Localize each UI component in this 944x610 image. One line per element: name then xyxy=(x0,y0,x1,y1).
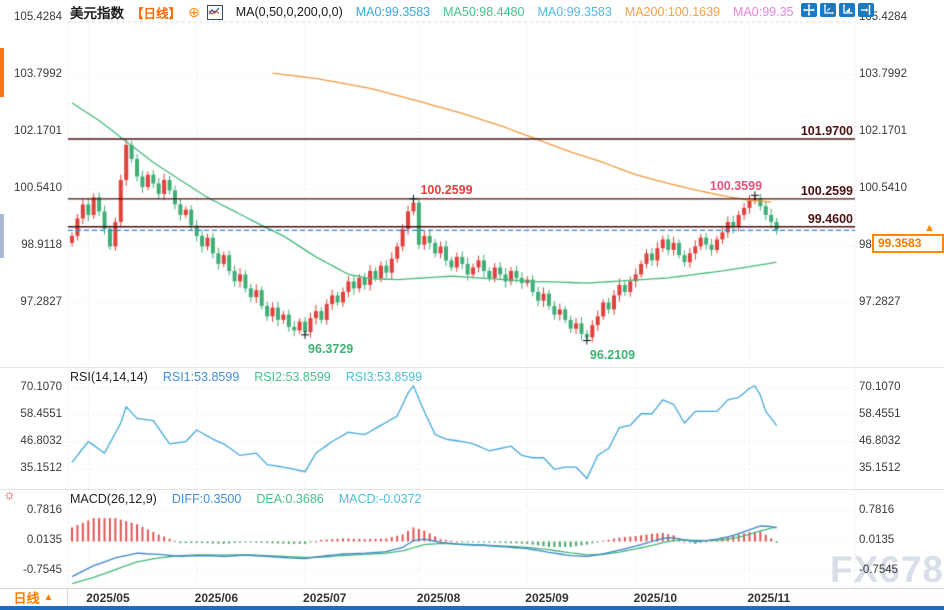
collapse-icon[interactable] xyxy=(858,3,874,17)
macd-diff-value: DIFF:0.3500 xyxy=(171,492,242,506)
extreme-annotation: 100.3599 xyxy=(709,179,763,194)
period-tag: 【日线】 xyxy=(131,6,182,21)
price-axis-label-left: 98.9118 xyxy=(21,239,62,251)
macd-dea-value: DEA:0.3686 xyxy=(256,492,324,506)
rsi-axis-label-left: 70.1070 xyxy=(20,381,62,393)
rsi2-value: RSI2:53.8599 xyxy=(254,370,331,384)
date-label: 2025/11 xyxy=(747,591,791,605)
price-axis-label-right: 97.2827 xyxy=(859,296,901,308)
rsi-axis-label-left: 46.8032 xyxy=(20,434,62,447)
ma-value-50: MA50:98.4480 xyxy=(443,5,525,19)
rsi-axis-label-right: 46.8032 xyxy=(859,434,901,447)
bottom-axis-bar xyxy=(0,588,944,607)
date-label: 2025/08 xyxy=(416,591,461,605)
pan-icon[interactable] xyxy=(801,3,817,17)
price-axis-label-left: 103.7992 xyxy=(14,68,62,80)
ma-value-0b: MA0:99.3583 xyxy=(537,5,612,19)
macd-title: MACD(26,12,9) xyxy=(70,492,157,506)
bottom-blue-bar xyxy=(0,606,944,610)
panel-separator xyxy=(0,367,944,368)
macd-axis-label-left: -0.7545 xyxy=(22,563,62,576)
date-label: 2025/05 xyxy=(86,591,130,605)
price-axis-label-left: 97.2827 xyxy=(20,296,62,308)
date-label: 2025/06 xyxy=(194,591,239,605)
rsi-axis-label-left: 58.4551 xyxy=(20,407,62,420)
extreme-annotation: 100.2599 xyxy=(420,182,473,197)
price-axis-label-left: 102.1701 xyxy=(14,125,62,137)
rsi1-value: RSI1:53.8599 xyxy=(162,370,240,384)
macd-axis-label-right: -0.7545 xyxy=(859,563,899,576)
scroll-strip-orange[interactable] xyxy=(0,48,4,97)
macd-axis-label-left: 0.7816 xyxy=(26,503,62,516)
axis-zoom-icon[interactable] xyxy=(820,3,836,17)
chart-toolbar xyxy=(801,3,874,17)
macd-axis-label-right: 0.7816 xyxy=(859,503,895,516)
period-tab[interactable]: 日线 ▲ xyxy=(0,589,68,606)
macd-header: MACD(26,12,9) DIFF:0.3500 DEA:0.3686 MAC… xyxy=(70,492,421,506)
chart-type-icon[interactable] xyxy=(206,4,223,20)
date-label: 2025/07 xyxy=(303,591,347,605)
level-price-label: 101.9700 xyxy=(800,124,853,138)
ma-settings-label: MA(0,50,0,200,0,0) xyxy=(235,5,343,19)
ma-value-0c: MA0:99.35 xyxy=(733,5,794,19)
ma-value-0: MA0:99.3583 xyxy=(355,5,431,19)
price-axis-label-right: 100.5410 xyxy=(859,182,907,194)
scroll-strip-blue[interactable] xyxy=(0,214,4,258)
settings-sun-icon[interactable]: ☼ xyxy=(3,486,16,502)
date-label: 2025/09 xyxy=(525,591,569,605)
chart-header: 美元指数 【日线】 ⊕ MA(0,50,0,200,0,0) MA0:99.35… xyxy=(70,2,793,22)
axis-scale-icon[interactable] xyxy=(839,3,855,17)
rsi-axis-label-left: 35.1512 xyxy=(20,461,62,474)
rsi-axis-label-right: 70.1070 xyxy=(859,381,901,393)
extreme-annotation: 96.2109 xyxy=(589,347,636,362)
ma-value-200: MA200:100.1639 xyxy=(624,5,721,19)
macd-axis-label-left: 0.0135 xyxy=(26,533,62,546)
macd-axis-label-right: 0.0135 xyxy=(859,533,895,546)
panel-separator xyxy=(0,489,944,490)
price-axis-label-right: 102.1701 xyxy=(859,125,907,137)
current-price-badge: 99.3583 xyxy=(872,234,944,253)
level-price-label: 99.4600 xyxy=(807,211,853,226)
rsi3-value: RSI3:53.8599 xyxy=(345,370,423,384)
price-axis-label-right: 103.7992 xyxy=(859,68,907,80)
date-label: 2025/10 xyxy=(633,591,678,605)
period-up-arrow-icon: ▲ xyxy=(43,592,54,603)
price-axis-label-left: 100.5410 xyxy=(14,182,62,194)
add-indicator-icon[interactable]: ⊕ xyxy=(188,4,200,20)
instrument-title: 美元指数 xyxy=(70,6,124,21)
period-tab-label: 日线 xyxy=(13,591,40,606)
rsi-axis-label-right: 58.4551 xyxy=(859,407,901,420)
watermark: FX678 xyxy=(830,549,944,590)
macd-hist-value: MACD:-0.0372 xyxy=(338,492,422,506)
rsi-header: RSI(14,14,14) RSI1:53.8599 RSI2:53.8599 … xyxy=(70,370,422,384)
price-up-arrow-icon: ▲ xyxy=(924,222,935,234)
price-axis-label-left: 105.4284 xyxy=(14,11,62,23)
extreme-annotation: 96.3729 xyxy=(308,341,354,356)
rsi-axis-label-right: 35.1512 xyxy=(859,461,901,474)
level-price-label: 100.2599 xyxy=(800,183,853,198)
rsi-title: RSI(14,14,14) xyxy=(70,370,148,384)
